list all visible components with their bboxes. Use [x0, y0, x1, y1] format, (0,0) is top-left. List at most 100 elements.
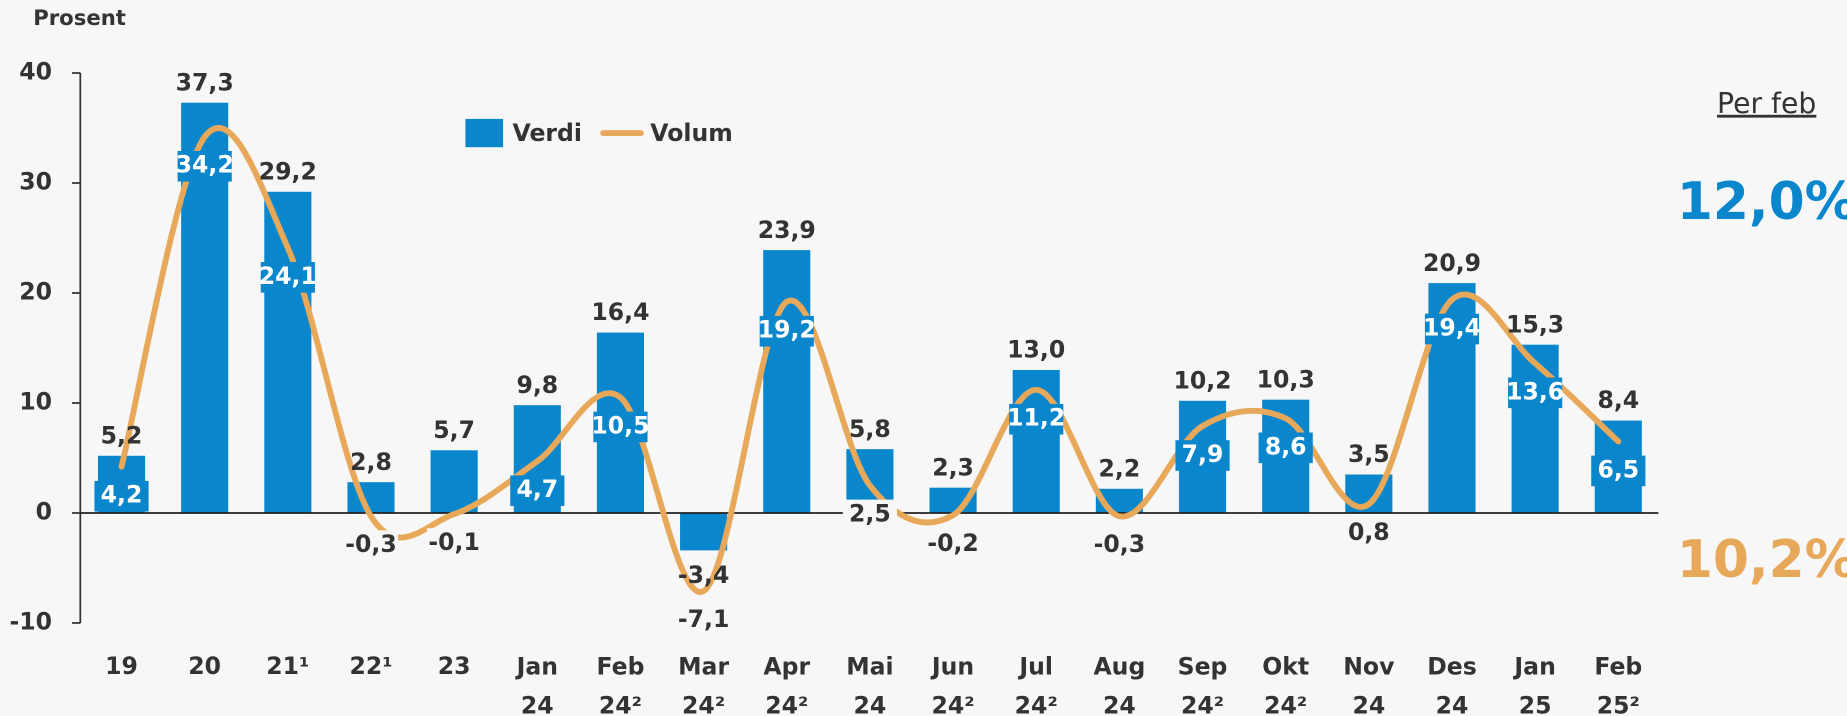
x-tick-label: Okt 24² — [1262, 652, 1309, 716]
y-tick-label: 30 — [19, 168, 52, 196]
bar-value-label: 5,7 — [433, 416, 475, 444]
line-value-label: -0,1 — [428, 528, 480, 556]
x-tick-label: Mai 24 — [846, 652, 893, 716]
line-label-box — [676, 605, 731, 636]
bar-value-label: 2,8 — [350, 448, 392, 476]
line-label-box — [427, 528, 482, 559]
x-tick-label-line: 24 — [1103, 691, 1136, 716]
bar — [1012, 369, 1060, 513]
x-tick-label: Sep 24² — [1178, 652, 1228, 716]
bar-value-label: 23,9 — [758, 216, 816, 244]
bar-value-label: 2,2 — [1099, 454, 1141, 482]
x-tick-label: Jan 24 — [515, 652, 558, 716]
line-value-label: 19,4 — [1423, 314, 1481, 342]
line-value-label: -0,3 — [1094, 530, 1146, 558]
line-label-box — [260, 262, 315, 293]
bar-value-label: 9,8 — [516, 371, 558, 399]
x-tick-label-line: 24 — [521, 691, 554, 716]
line-value-label: 7,9 — [1182, 440, 1224, 468]
line-label-box — [94, 480, 149, 512]
bar-value-label: 2,3 — [932, 453, 974, 481]
x-tick-label-line: Feb — [1594, 652, 1642, 680]
bar — [1511, 344, 1559, 513]
bar-value-label: 15,3 — [1506, 310, 1564, 338]
line-label-box — [510, 475, 565, 507]
bar — [264, 191, 312, 513]
x-tick-label-line: Aug — [1093, 652, 1145, 680]
line-value-label: -0,2 — [927, 529, 979, 557]
line-label-box — [1175, 440, 1230, 471]
annotation-volum: 10,2% — [1677, 530, 1847, 590]
bar-value-label: 37,3 — [176, 68, 234, 96]
bar-value-label: 16,4 — [591, 298, 649, 326]
line-label-box — [1092, 530, 1147, 562]
line-label-box — [925, 529, 981, 560]
bar-value-label: 3,5 — [1348, 440, 1390, 468]
bar-value-label: 29,2 — [259, 157, 317, 185]
bar — [430, 450, 478, 513]
x-tick-label-line: 25 — [1519, 691, 1552, 716]
line-value-label: 8,6 — [1265, 432, 1307, 460]
line-label-box — [1009, 403, 1064, 435]
bar-value-label: 8,4 — [1597, 386, 1639, 414]
x-tick-label: 19 — [105, 652, 138, 680]
bar-value-label: 5,8 — [849, 415, 891, 443]
y-tick-label: 0 — [36, 497, 52, 525]
bar — [763, 250, 811, 513]
x-tick-label-line: 24² — [765, 691, 808, 716]
line-label-box — [343, 530, 399, 562]
x-tick-label-line: 24² — [682, 691, 725, 716]
annotation-verdi: 12,0% — [1677, 172, 1847, 232]
x-tick-label-line: 24 — [854, 691, 887, 716]
bar-value-label: 10,2 — [1173, 366, 1231, 394]
x-tick-label-line: Mar — [678, 652, 729, 680]
x-tick-label: Jul 24² — [1015, 652, 1058, 716]
x-tick-label-line: 24² — [932, 691, 975, 716]
line-value-label: 24,1 — [259, 262, 317, 290]
annotation-heading: Per feb — [1717, 87, 1816, 120]
line-value-label: -7,1 — [678, 605, 730, 633]
line-value-label: 6,5 — [1597, 455, 1639, 483]
x-tick-label: Feb 24² — [596, 652, 644, 716]
x-tick-label: 21¹ — [266, 652, 309, 680]
legend-label: Volum — [650, 119, 732, 147]
bar — [347, 482, 395, 513]
x-tick-label-line: Jan — [515, 652, 558, 680]
line-value-label: 11,2 — [1007, 404, 1065, 432]
line-label-box — [842, 499, 898, 531]
x-tick-label-line: Des — [1427, 652, 1477, 680]
x-tick-label-line: 25² — [1597, 691, 1640, 716]
x-tick-label: Mar 24² — [678, 652, 729, 716]
line-value-label: 34,2 — [176, 151, 234, 179]
line-value-label: 13,6 — [1506, 377, 1564, 405]
x-tick-label: 22¹ — [349, 652, 392, 680]
bar-value-label: 5,2 — [101, 421, 143, 449]
line-label-box — [593, 411, 648, 443]
x-tick-label-line: 24 — [1436, 691, 1469, 716]
x-tick-label-line: 24² — [1181, 691, 1224, 716]
y-tick-label: 10 — [19, 387, 52, 415]
line-value-label: 10,5 — [591, 411, 649, 439]
y-tick-label: 40 — [19, 58, 52, 86]
bar-value-label: 13,0 — [1007, 336, 1065, 364]
x-tick-label-line: 24² — [1015, 691, 1058, 716]
x-tick-label-line: Jul — [1017, 652, 1053, 680]
y-tick-label: -10 — [10, 607, 53, 635]
legend-swatch — [465, 118, 504, 148]
line-value-label: 4,7 — [516, 475, 558, 503]
line-value-label: 2,5 — [849, 499, 891, 527]
x-tick-label: Des 24 — [1427, 652, 1477, 716]
x-tick-label-line: Sep — [1178, 652, 1228, 680]
x-tick-label-line: Jun — [930, 652, 974, 680]
line-label-box — [759, 315, 814, 347]
line-label-box — [1424, 313, 1480, 345]
line-value-label: -0,3 — [345, 530, 397, 558]
x-tick-label-line: 24² — [1264, 691, 1307, 716]
line — [118, 125, 1622, 595]
x-tick-label-line: 24 — [1352, 691, 1385, 716]
x-tick-label-line: Nov — [1343, 652, 1394, 680]
x-tick-label: 23 — [438, 652, 471, 680]
legend-label: Verdi — [513, 119, 582, 147]
x-tick-label: 20 — [188, 652, 221, 680]
line-value-label: 4,2 — [101, 481, 143, 509]
